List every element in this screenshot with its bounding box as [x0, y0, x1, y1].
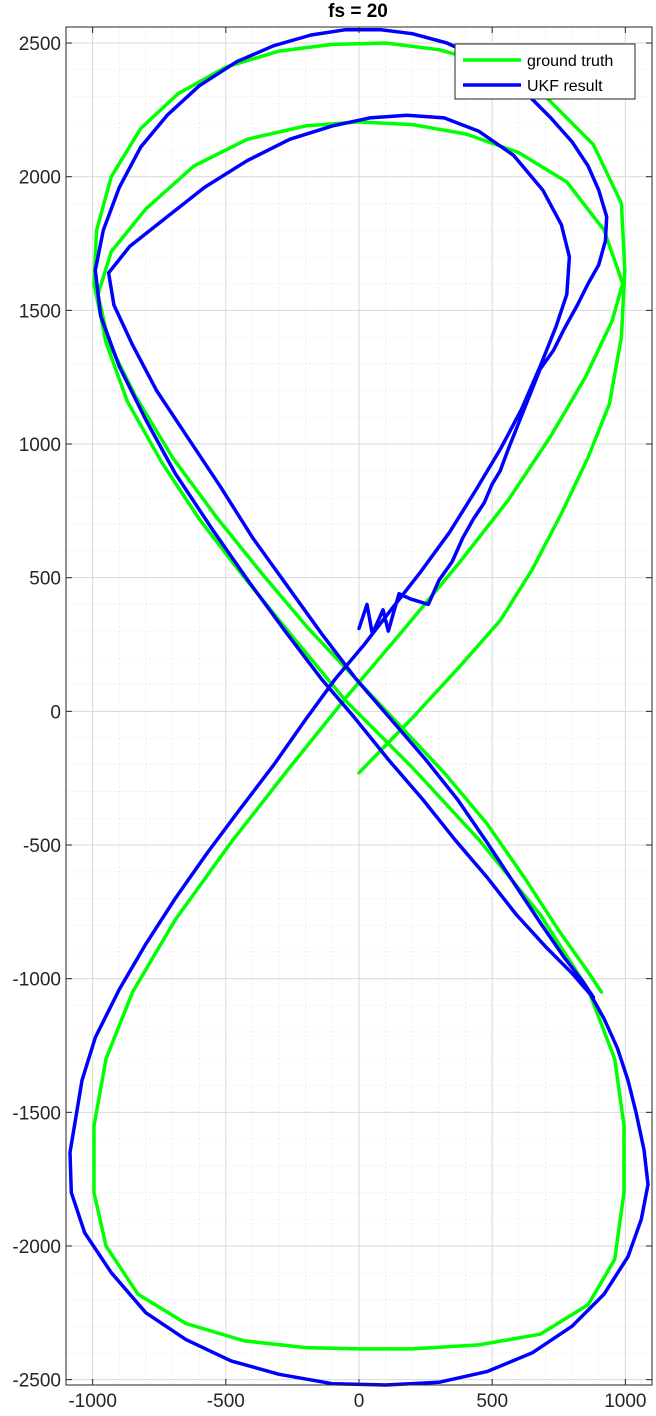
y-tick-label: 0 — [50, 702, 61, 723]
x-tick-label: 500 — [476, 1391, 508, 1412]
y-tick-label: 500 — [29, 569, 61, 590]
series-line-ukf-result — [68, 27, 650, 1387]
series-line-ground-truth — [92, 41, 627, 1351]
legend-box — [454, 43, 636, 100]
y-tick-label: 2000 — [19, 168, 61, 189]
x-tick-label: 0 — [354, 1391, 365, 1412]
y-tick-label: -2000 — [12, 1237, 61, 1258]
y-tick-label: 1000 — [19, 435, 61, 456]
legend-label: ground truth — [527, 53, 613, 70]
y-tick-label: -500 — [23, 836, 61, 857]
y-tick-label: -1000 — [12, 970, 61, 991]
plot-area: -1000 -500 0 500 1000 -2500 -2000 -1500 -1000 -50… — [12, 26, 653, 1412]
y-tick-label: 2500 — [19, 34, 61, 55]
x-tick-label: -1000 — [68, 1391, 117, 1412]
x-tick-label: -500 — [207, 1391, 245, 1412]
y-tick-label: 1500 — [19, 301, 61, 322]
y-tick-label: -1500 — [12, 1103, 61, 1124]
y-tick-label: -2500 — [12, 1371, 61, 1392]
legend-label: UKF result — [527, 78, 603, 95]
chart-title: fs = 20 — [328, 1, 388, 22]
x-tick-label: 1000 — [604, 1391, 646, 1412]
